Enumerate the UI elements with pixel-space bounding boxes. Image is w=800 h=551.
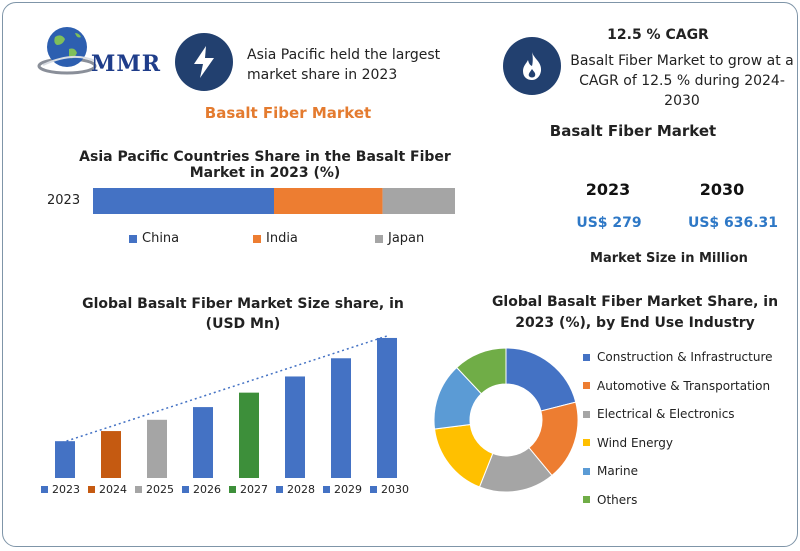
bar-legend-2026: 2026 [182,483,221,496]
bar-legend-swatch [88,486,95,493]
region-info-text: Asia Pacific held the largest market sha… [247,47,441,83]
bar-legend-label: 2028 [287,483,315,496]
market-size-title: Basalt Fiber Market [549,122,717,140]
donut-legend-label: Wind Energy [597,435,673,450]
legend-label-china: China [142,231,180,246]
bar-legend-swatch [276,486,283,493]
donut-legend-label: Construction & Infrastructure [597,350,773,364]
bar-legend-2023: 2023 [41,483,80,496]
bar-legend-label: 2026 [193,483,221,496]
cagr-text: Basalt Fiber Market to grow at a CAGR of… [570,53,794,109]
bar-2030 [377,337,397,478]
donut-legend-item: Electrical & Electronics [583,405,783,423]
legend-label-india: India [266,231,298,246]
globe-icon [37,27,97,75]
lightning-badge [175,33,233,91]
bar-legend-swatch [323,486,330,493]
global-size-legend: 2023 2024 2025 2026 2027 2028 2029 2030 [41,483,421,496]
bar-legend-label: 2024 [99,483,127,496]
donut-legend-label: Electrical & Electronics [597,407,735,421]
legend-swatch-japan [375,234,383,243]
bar-legend-swatch [370,486,377,493]
apac-legend-japan: Japan [375,231,424,246]
logo-text: MMR [91,51,161,77]
stacked-segment-china [93,188,274,214]
donut-legend-swatch [583,467,590,475]
donut-legend-swatch [583,410,590,418]
donut-slice-5 [456,347,507,395]
bar-legend-2029: 2029 [323,483,362,496]
bar-2028 [285,376,305,478]
bar-legend-swatch [229,486,236,493]
bar-2024 [101,431,121,478]
cagr-heading: 12.5 % CAGR [607,27,709,43]
bar-2023 [55,441,75,478]
legend-swatch-india [253,234,261,243]
bar-legend-swatch [135,486,142,493]
donut-legend-swatch [583,439,590,446]
apac-legend-india: India [253,231,298,246]
bar-2029 [331,358,351,478]
bar-legend-2027: 2027 [229,483,268,496]
bar-legend-label: 2025 [146,483,174,496]
legend-label-japan: Japan [388,231,425,246]
bar-legend-swatch [41,486,48,493]
donut-legend-item: Construction & Infrastructure [583,348,783,366]
bar-legend-2024: 2024 [88,483,127,496]
bar-legend-label: 2023 [52,483,80,496]
donut-legend-item: Others [583,491,783,509]
bar-legend-swatch [182,486,189,493]
donut-legend-label: Marine [597,464,638,478]
mmr-logo: MMR [37,21,167,81]
bar-2026 [193,407,213,478]
value-2030: US$ 636.31 [687,215,779,231]
stacked-segment-india [274,188,383,214]
donut-legend-label: Others [597,492,638,507]
donut-legend-item: Marine [583,462,783,480]
bar-legend-2025: 2025 [135,483,174,496]
donut-legend-item: Wind Energy [583,434,783,452]
donut-legend-label: Automotive & Transportation [597,378,771,393]
flame-icon [523,52,542,80]
donut-legend-swatch [583,382,590,389]
bar-legend-label: 2027 [240,483,268,496]
bar-legend-2030: 2030 [370,483,409,496]
apac-legend-china: China [129,231,179,246]
value-2023: US$ 279 [576,215,642,231]
donut-legend-item: Automotive & Transportation [583,377,783,395]
flame-badge [503,37,561,95]
end-use-legend: Construction & Infrastructure Automotive … [583,348,783,519]
end-use-chart-title: Global Basalt Fiber Market Share, in 202… [491,294,779,331]
end-use-donut-chart [433,347,579,493]
apac-share-year-label: 2023 [47,193,81,208]
report-title: Basalt Fiber Market [204,104,372,122]
bar-legend-label: 2029 [334,483,362,496]
bar-2025 [147,419,167,478]
year-2030-label: 2030 [699,180,745,199]
global-size-bar-chart [55,335,397,478]
donut-legend-swatch [583,353,590,361]
apac-share-stacked-bar [93,188,455,214]
lightning-icon [194,46,214,78]
bar-legend-label: 2030 [381,483,409,496]
apac-share-chart-title: Asia Pacific Countries Share in the Basa… [79,149,451,181]
legend-swatch-china [129,234,137,243]
bar-2027 [239,392,259,478]
market-size-caption: Market Size in Million [590,251,748,266]
stacked-segment-japan [382,188,455,214]
bar-legend-2028: 2028 [276,483,315,496]
year-2023-label: 2023 [585,180,631,199]
donut-slice-0 [505,347,577,412]
donut-legend-swatch [583,496,590,503]
global-size-chart-title: Global Basalt Fiber Market Size share, i… [82,296,404,332]
